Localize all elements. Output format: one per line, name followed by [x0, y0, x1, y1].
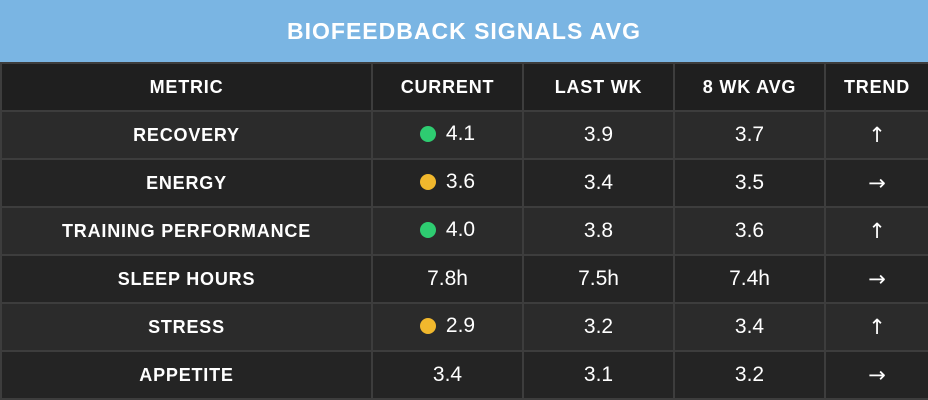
table-row: SLEEP HOURS 7.8h 7.5h 7.4h → [0, 254, 928, 304]
current-cell: 4.0 [371, 206, 524, 256]
current-cell: 2.9 [371, 302, 524, 352]
current-cell: 3.6 [371, 158, 524, 208]
current-cell: 4.1 [371, 110, 524, 160]
trend-cell: → [824, 158, 928, 208]
table-title-banner: BIOFEEDBACK SIGNALS AVG [0, 0, 928, 62]
avg8-cell: 3.2 [673, 350, 826, 400]
table-row: APPETITE 3.4 3.1 3.2 → [0, 350, 928, 400]
trend-cell: ↑ [824, 206, 928, 256]
current-value: 3.4 [432, 363, 463, 386]
table-row: RECOVERY 4.1 3.9 3.7 ↑ [0, 110, 928, 160]
arrow-up-icon: ↑ [868, 218, 886, 243]
last-wk-cell: 3.8 [522, 206, 675, 256]
column-header-8wk-avg: 8 WK AVG [673, 62, 826, 112]
last-wk-cell: 3.9 [522, 110, 675, 160]
green-status-dot-icon [419, 126, 436, 142]
metric-cell: TRAINING PERFORMANCE [0, 206, 373, 256]
current-value: 4.0 [445, 218, 476, 241]
arrow-right-icon: → [868, 362, 886, 387]
yellow-status-dot-icon [419, 318, 436, 334]
avg8-cell: 3.7 [673, 110, 826, 160]
trend-cell: ↑ [824, 110, 928, 160]
arrow-right-icon: → [868, 170, 886, 195]
header-row: METRIC CURRENT LAST WK 8 WK AVG TREND [0, 62, 928, 112]
trend-cell: → [824, 254, 928, 304]
green-status-dot-icon [419, 222, 436, 238]
column-header-current: CURRENT [371, 62, 524, 112]
trend-cell: → [824, 350, 928, 400]
table-row: TRAINING PERFORMANCE 4.0 3.8 3.6 ↑ [0, 206, 928, 256]
column-header-trend: TREND [824, 62, 928, 112]
yellow-status-dot-icon [419, 174, 436, 190]
avg8-cell: 3.6 [673, 206, 826, 256]
column-header-last-wk: LAST WK [522, 62, 675, 112]
avg8-cell: 3.4 [673, 302, 826, 352]
arrow-up-icon: ↑ [868, 314, 886, 339]
last-wk-cell: 3.4 [522, 158, 675, 208]
trend-cell: ↑ [824, 302, 928, 352]
column-header-metric: METRIC [0, 62, 373, 112]
biofeedback-table: METRIC CURRENT LAST WK 8 WK AVG TREND RE… [0, 62, 928, 400]
table-title: BIOFEEDBACK SIGNALS AVG [287, 17, 641, 44]
last-wk-cell: 3.1 [522, 350, 675, 400]
arrow-up-icon: ↑ [868, 122, 886, 147]
current-cell: 7.8h [371, 254, 524, 304]
avg8-cell: 3.5 [673, 158, 826, 208]
current-value: 4.1 [445, 122, 476, 145]
current-value: 2.9 [445, 314, 476, 337]
table-row: ENERGY 3.6 3.4 3.5 → [0, 158, 928, 208]
metric-cell: ENERGY [0, 158, 373, 208]
metric-cell: APPETITE [0, 350, 373, 400]
arrow-right-icon: → [868, 266, 886, 291]
avg8-cell: 7.4h [673, 254, 826, 304]
last-wk-cell: 3.2 [522, 302, 675, 352]
current-value: 3.6 [445, 170, 476, 193]
last-wk-cell: 7.5h [522, 254, 675, 304]
current-cell: 3.4 [371, 350, 524, 400]
table-row: STRESS 2.9 3.2 3.4 ↑ [0, 302, 928, 352]
current-value: 7.8h [427, 267, 468, 290]
metric-cell: SLEEP HOURS [0, 254, 373, 304]
metric-cell: RECOVERY [0, 110, 373, 160]
metric-cell: STRESS [0, 302, 373, 352]
